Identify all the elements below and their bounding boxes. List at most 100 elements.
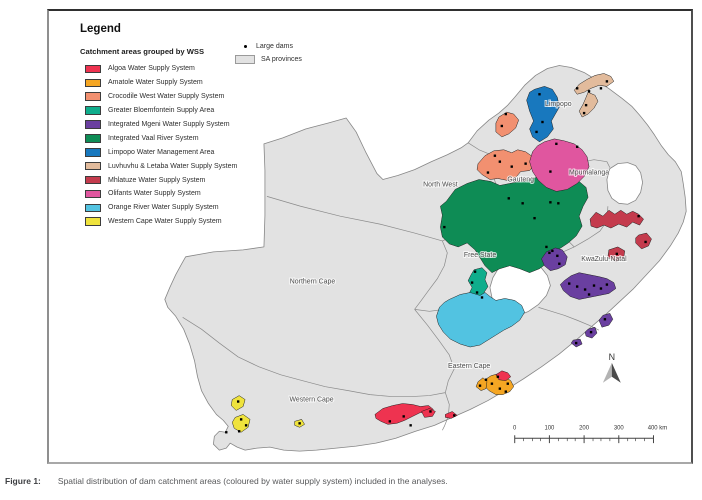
legend-symbols: Large dams SA provinces [235, 40, 345, 66]
legend-item-swatch [85, 64, 101, 74]
north-arrow-right-half [611, 362, 621, 383]
dam-marker [644, 240, 647, 244]
legend-item: Western Cape Water Supply System [80, 215, 370, 229]
dam-marker [237, 430, 241, 433]
legend-item-label: Integrated Mgeni Water Supply System [108, 121, 230, 128]
province-label: Northern Cape [290, 279, 336, 286]
province-label: North West [423, 181, 458, 188]
dam-marker [599, 87, 603, 90]
scalebar-labels-layer: 0 100 200 300 400 km [513, 425, 667, 431]
dam-marker [443, 225, 446, 229]
legend-item-swatch [85, 92, 101, 101]
dam-marker [402, 415, 405, 418]
dam-marker [429, 410, 432, 413]
catchment-algoa [374, 370, 511, 425]
dams-layer [225, 80, 647, 434]
legend-item: Mhlatuze Water Supply System [80, 173, 370, 187]
province-label: KwaZulu-Natal [581, 256, 627, 263]
scalebar-label: 200 [579, 425, 590, 431]
dam-marker [510, 165, 513, 168]
map-frame: Limpopo North West Gauteng Mpumalanga Free S… [47, 9, 693, 464]
catchment-limpopo-wma [526, 86, 560, 143]
dam-marker [556, 254, 559, 258]
legend-item-swatch [85, 148, 101, 157]
dam-marker [496, 375, 500, 378]
legend-item-label: Crocodile West Water Supply System [108, 93, 225, 101]
legend-items: Algoa Water Supply System Amatole Water S… [80, 62, 370, 229]
catchment-luvhuvhu-letaba [573, 73, 615, 118]
dam-marker [549, 170, 552, 173]
dam-marker [575, 285, 579, 288]
dam-marker [480, 296, 484, 299]
dam-marker [538, 93, 541, 96]
province-label: Limpopo [545, 101, 572, 108]
legend-symbol-large-dams: Large dams [235, 40, 345, 53]
dam-marker [587, 90, 591, 93]
legend-item-swatch [85, 189, 101, 199]
dam-marker [298, 422, 301, 425]
scalebar-label: 0 [513, 425, 517, 431]
province-label: Free State [464, 252, 496, 259]
map-svg: Limpopo North West Gauteng Mpumalanga Free S… [164, 65, 687, 452]
catchment-integrated-vaal [440, 173, 589, 273]
scalebar-label: 100 [544, 425, 555, 431]
dam-marker [470, 281, 474, 284]
legend-item-label: Amatole Water Supply System [108, 79, 203, 87]
dam-marker [575, 87, 579, 90]
large-dams-label: Large dams [256, 43, 293, 50]
dam-marker [409, 424, 412, 427]
dam-marker [605, 283, 609, 286]
province-label: Western Cape [289, 397, 333, 404]
dam-marker [557, 202, 560, 205]
legend-item-label: Orange River Water Supply System [108, 204, 219, 212]
dam-marker [575, 145, 579, 148]
legend-item: Crocodile West Water Supply System [80, 90, 370, 104]
dam-marker [475, 291, 479, 294]
dam-marker [507, 197, 510, 200]
legend-item: Orange River Water Supply System [80, 201, 370, 215]
sa-provinces-swatch [235, 55, 255, 64]
dam-marker [583, 288, 587, 291]
legend-item-swatch [85, 217, 101, 226]
dam-marker [637, 214, 640, 218]
dam-marker [521, 202, 524, 205]
scalebar-minor-ticks [523, 438, 645, 442]
legend-item-label: Western Cape Water Supply System [108, 218, 222, 226]
province-label: Eastern Cape [448, 363, 490, 370]
north-arrow: N [602, 352, 621, 383]
legend-item-label: Luvhuvhu & Letaba Water Supply System [108, 162, 238, 170]
dam-marker [239, 418, 243, 421]
legend-item-swatch [85, 78, 101, 88]
legend-symbol-sa-provinces: SA provinces [235, 53, 345, 66]
scalebar-label: 400 km [648, 425, 668, 431]
legend-item-label: Algoa Water Supply System [108, 65, 195, 73]
dam-marker [541, 120, 544, 124]
legend-item-label: Greater Bloemfontein Supply Area [108, 107, 215, 115]
figure-caption: Figure 1: Spatial distribution of dam cat… [5, 476, 699, 486]
dam-marker [605, 80, 609, 83]
legend-panel: Legend Catchment areas grouped by WSS Al… [80, 23, 370, 229]
catchment-olifants [529, 138, 590, 192]
dam-marker [549, 201, 552, 204]
dam-marker [498, 160, 502, 163]
dam-marker [545, 245, 548, 249]
dam-marker [555, 142, 558, 146]
dam-dot-icon [244, 45, 247, 48]
dam-marker [599, 287, 603, 290]
dam-marker [493, 154, 497, 157]
dam-marker [500, 124, 504, 128]
dam-marker [388, 420, 392, 423]
dam-marker [453, 414, 456, 417]
scalebar: 0 100 200 300 400 km [513, 425, 667, 444]
caption-text: Spatial distribution of dam catchment ar… [57, 476, 448, 486]
dam-marker [589, 330, 593, 334]
province-label: Gauteng [507, 176, 534, 183]
legend-item: Integrated Vaal River System [80, 131, 370, 145]
dam-marker [498, 387, 502, 390]
province-label: Mpumalanga [569, 170, 609, 177]
legend-item-label: Olifants Water Supply System [108, 190, 201, 198]
dam-marker [603, 318, 607, 321]
legend-item: Olifants Water Supply System [80, 187, 370, 201]
dam-marker [484, 378, 488, 381]
